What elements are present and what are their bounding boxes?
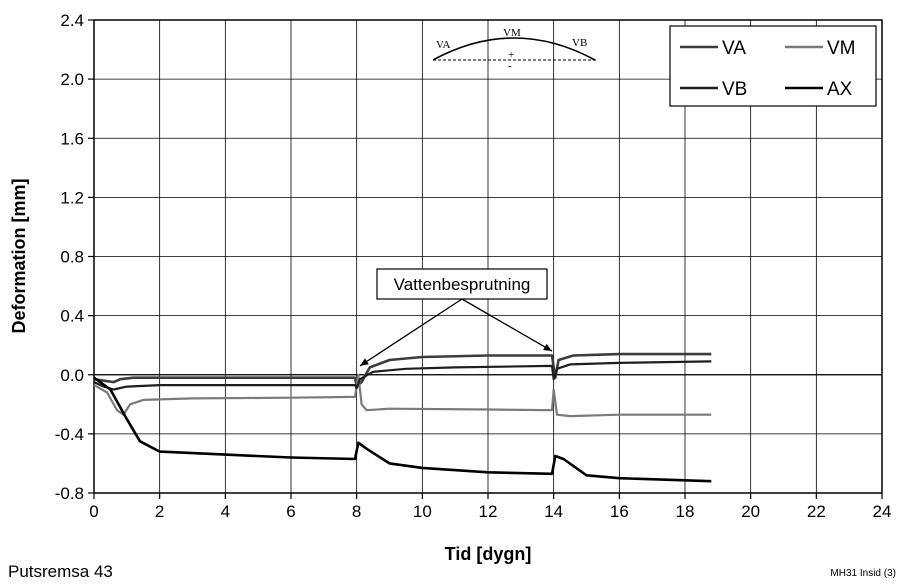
- annotation: Vattenbesprutning: [359, 268, 553, 367]
- x-tick-label: 22: [807, 502, 826, 521]
- x-tick-label: 0: [89, 502, 98, 521]
- inset-label-vb: VB: [572, 37, 587, 49]
- x-tick-label: 6: [286, 502, 295, 521]
- annotation-arrow: [461, 298, 553, 352]
- annotation-text: Vattenbesprutning: [394, 275, 531, 294]
- x-tick-label: 16: [610, 502, 629, 521]
- legend-box: [669, 25, 877, 107]
- series-line-ax: [93, 376, 712, 483]
- x-tick-label: 4: [221, 502, 230, 521]
- x-axis-label: Tid [dygn]: [445, 544, 532, 564]
- y-axis-label: Deformation [mm]: [9, 178, 29, 333]
- ticks: 0 2 4 6 8 10 12 14 16 18 20 22 24-0.8-0.40.00.40.81.…: [55, 11, 892, 521]
- annotation-arrowhead: [543, 343, 553, 352]
- y-tick-label: 1.6: [60, 129, 84, 148]
- y-tick-label: 2.0: [60, 70, 84, 89]
- inset-label-va: VA: [436, 39, 451, 51]
- sign-convention-diagram: VA VM VB + -: [432, 27, 597, 72]
- legend-label-vb: VB: [722, 79, 747, 100]
- annotation-arrowhead: [359, 358, 369, 366]
- inset-minus: -: [508, 60, 512, 72]
- footer-right-label: MH31 Insid (3): [830, 568, 896, 579]
- x-tick-label: 24: [873, 502, 892, 521]
- x-tick-label: 10: [413, 502, 432, 521]
- legend-label-ax: AX: [827, 79, 853, 100]
- legend: VA VM VB AX: [669, 25, 877, 107]
- y-tick-label: -0.8: [55, 484, 84, 503]
- y-tick-label: 1.2: [60, 188, 84, 207]
- annotation-arrow: [359, 298, 463, 367]
- series-line-va: [93, 352, 712, 388]
- inset-label-vm: VM: [503, 27, 521, 39]
- y-tick-label: 0.4: [60, 307, 84, 326]
- x-tick-label: 8: [352, 502, 361, 521]
- y-tick-label: 0.0: [60, 366, 84, 385]
- legend-label-vm: VM: [827, 38, 856, 59]
- series-lines: [93, 352, 712, 483]
- x-tick-label: 12: [479, 502, 498, 521]
- series-line-vb: [93, 360, 712, 391]
- inset-curve: [432, 37, 596, 61]
- footer-left-label: Putsremsa 43: [8, 562, 113, 581]
- inset-plus: +: [508, 49, 514, 61]
- x-tick-label: 2: [155, 502, 164, 521]
- x-tick-label: 20: [741, 502, 760, 521]
- y-tick-label: 2.4: [60, 11, 84, 30]
- x-tick-label: 18: [676, 502, 695, 521]
- legend-label-va: VA: [722, 38, 746, 59]
- y-tick-label: -0.4: [55, 425, 84, 444]
- y-tick-label: 0.8: [60, 248, 84, 267]
- annotation-box: [376, 268, 548, 300]
- x-tick-label: 14: [544, 502, 563, 521]
